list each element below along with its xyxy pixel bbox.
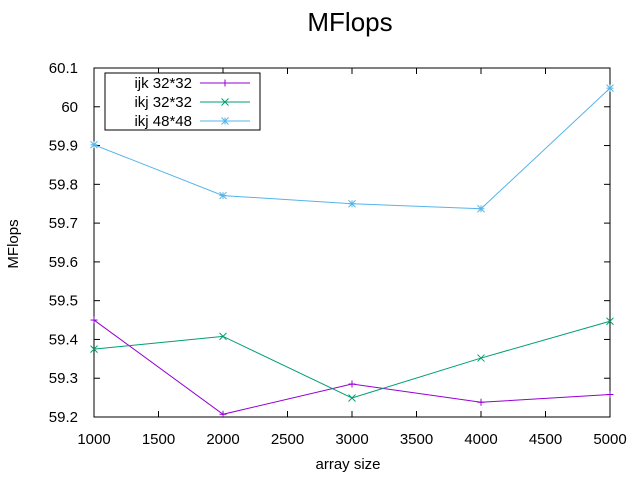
y-axis-label: MFlops <box>5 219 22 268</box>
series-3-marker-d2 <box>348 199 356 208</box>
y-tick-label: 59.5 <box>49 293 78 310</box>
legend-marker-2 <box>221 98 229 106</box>
legend-marker-2-d2 <box>221 98 229 106</box>
series-3-marker-d2 <box>219 191 227 200</box>
y-tick-label: 59.3 <box>49 370 78 387</box>
x-tick-label: 3000 <box>335 431 368 448</box>
y-tick-label: 60.1 <box>49 60 78 77</box>
series-3-point <box>90 140 98 149</box>
legend-label-1: ijk 32*32 <box>134 75 192 92</box>
series-1-point <box>219 410 227 418</box>
series-2-point <box>90 345 98 353</box>
series-2-marker-d2 <box>219 332 227 341</box>
series-3-marker-d2 <box>90 140 98 149</box>
x-tick-label: 5000 <box>593 431 626 448</box>
series-1-point <box>90 316 98 324</box>
x-tick-label: 3500 <box>400 431 433 448</box>
y-tick-label: 59.6 <box>49 254 78 271</box>
x-tick-label: 1500 <box>142 431 175 448</box>
legend-marker-3 <box>221 117 229 125</box>
series-3-point <box>477 204 485 213</box>
series-2-marker-d2 <box>348 394 356 402</box>
y-tick-label: 60 <box>61 99 78 116</box>
x-tick-label: 4000 <box>464 431 497 448</box>
x-tick-label: 4500 <box>529 431 562 448</box>
y-axis-ticks: 59.2 59.3 59.4 59.5 59.6 59.7 59.8 59.9 60 60.1 <box>49 60 610 426</box>
x-tick-label: 1000 <box>77 431 110 448</box>
x-axis-label: array size <box>315 456 380 473</box>
series-2-point <box>477 354 485 362</box>
series-2-point <box>219 332 227 341</box>
series-line-1 <box>93 319 611 415</box>
series-3-point <box>348 199 356 208</box>
y-tick-label: 59.7 <box>49 215 78 232</box>
y-tick-label: 59.8 <box>49 176 78 193</box>
legend-label-3: ikj 48*48 <box>134 113 192 130</box>
series-3-marker-d2 <box>477 204 485 213</box>
series-2-point <box>348 394 356 402</box>
series-2-marker-d2 <box>90 345 98 353</box>
y-tick-label: 59.4 <box>49 331 78 348</box>
x-axis-ticks: 1000 1500 2000 2500 3000 3500 4000 4500 5000 <box>77 68 627 448</box>
x-tick-label: 2000 <box>206 431 239 448</box>
series-layer <box>90 84 614 418</box>
chart-title: MFlops <box>307 7 392 37</box>
y-tick-label: 59.2 <box>49 409 78 426</box>
series-3-point <box>219 191 227 200</box>
series-1-point <box>348 380 356 388</box>
legend-label-2: ikj 32*32 <box>134 94 192 111</box>
series-2-marker-d2 <box>606 317 614 326</box>
legend: ijk 32*32 ikj 32*32 ikj 48*48 <box>104 72 261 131</box>
series-2-marker-d2 <box>477 354 485 362</box>
x-tick-label: 2500 <box>271 431 304 448</box>
series-1-point <box>606 391 614 399</box>
legend-marker-1 <box>221 79 229 87</box>
legend-marker-3-d2 <box>221 117 229 125</box>
series-3-marker-d2 <box>606 84 614 93</box>
series-2-point <box>606 317 614 326</box>
series-3-point <box>606 84 614 93</box>
y-tick-label: 59.9 <box>49 138 78 155</box>
series-1-point <box>477 398 485 406</box>
